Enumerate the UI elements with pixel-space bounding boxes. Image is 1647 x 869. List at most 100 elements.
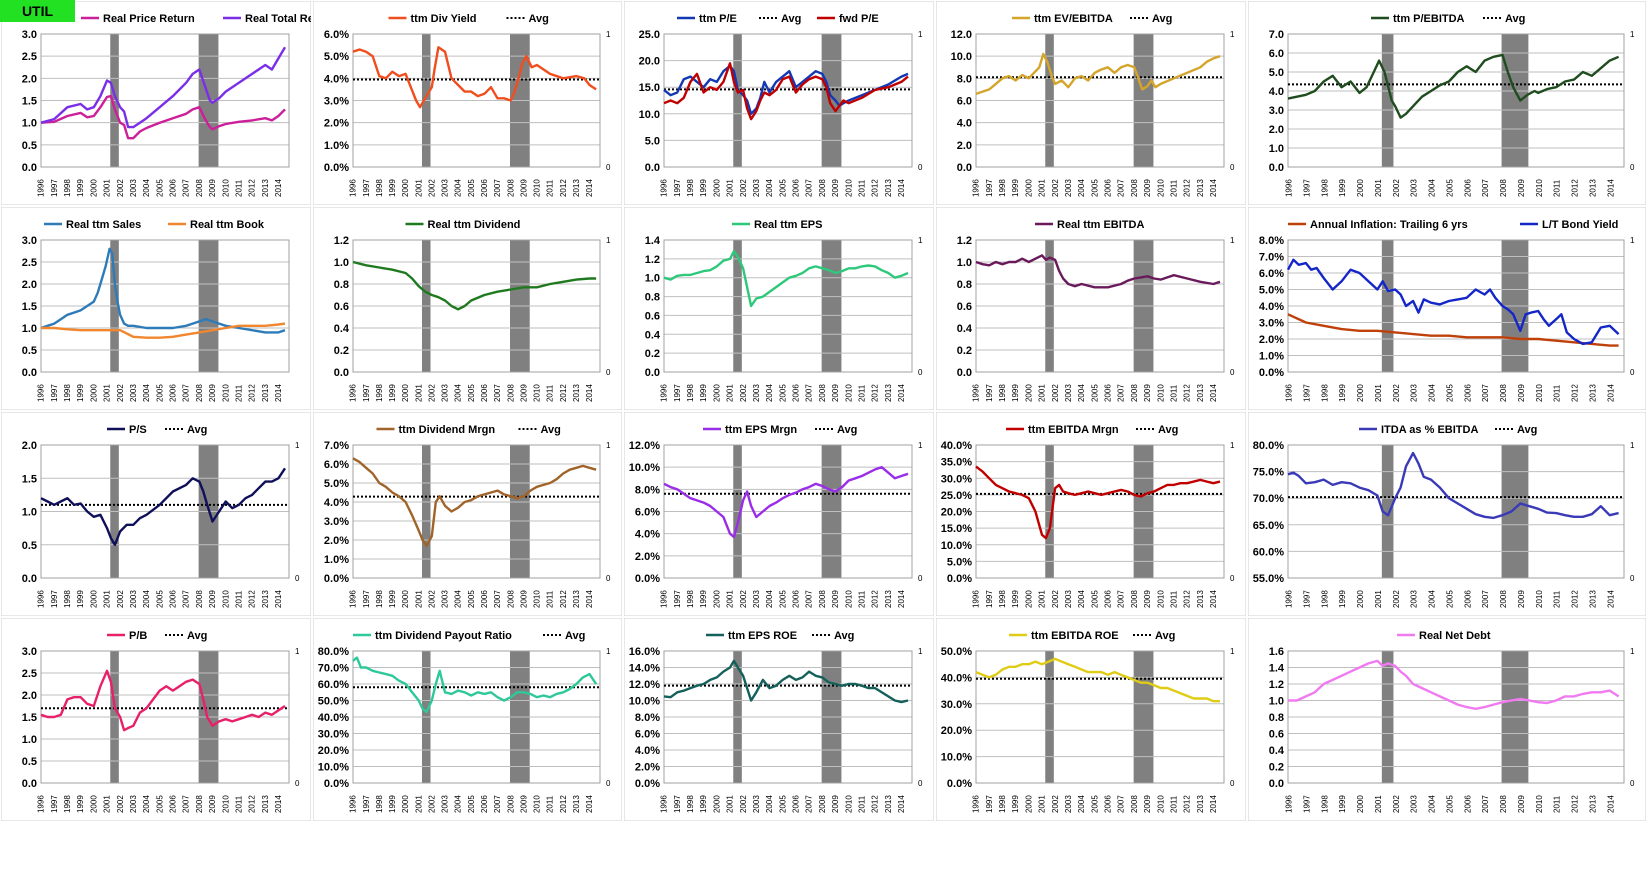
x-tick-label: 2012 bbox=[871, 384, 880, 402]
y-tick-label: 0.0% bbox=[324, 778, 349, 790]
x-tick-label: 2006 bbox=[480, 179, 489, 197]
x-tick-label: 2007 bbox=[182, 795, 191, 813]
y-tick-label: 2.5 bbox=[22, 51, 37, 63]
x-tick-label: 2000 bbox=[1356, 795, 1365, 813]
x-tick-label: 1996 bbox=[349, 179, 358, 197]
series-line bbox=[1287, 53, 1620, 119]
recession-band bbox=[1133, 651, 1154, 783]
x-tick-label: 1999 bbox=[76, 179, 85, 197]
legend-item: ttm P/E bbox=[677, 13, 737, 25]
x-tick-label: 2003 bbox=[1410, 179, 1419, 197]
x-tick-label: 2004 bbox=[765, 179, 774, 197]
series-line bbox=[663, 62, 909, 121]
x-tick-label: 2008 bbox=[1130, 179, 1139, 197]
x-tick-label: 2004 bbox=[454, 179, 463, 197]
x-tick-label: 1996 bbox=[660, 795, 669, 813]
x-tick-label: 2006 bbox=[1463, 590, 1472, 608]
recession-band bbox=[1501, 34, 1529, 167]
x-tick-label: 1997 bbox=[1302, 795, 1311, 813]
x-tick-label: 2008 bbox=[1499, 179, 1508, 197]
legend-label: Avg bbox=[1155, 630, 1175, 642]
x-tick-label: 2000 bbox=[89, 384, 98, 402]
x-tick-label: 2010 bbox=[1535, 795, 1544, 813]
x-tick-label: 2005 bbox=[1090, 590, 1099, 608]
x-tick-label: 1998 bbox=[375, 795, 384, 813]
plot-area-border bbox=[40, 33, 290, 168]
y-tick-label: 10.0% bbox=[318, 762, 349, 774]
x-tick-label: 2000 bbox=[401, 590, 410, 608]
chart-panel-20: 0.0 0.2 0.4 0.6 0.8 1.0 1.2 1.4 1.6 1 0 1996 1997 199… bbox=[1248, 618, 1646, 821]
right-axis-tick: 0 bbox=[606, 368, 611, 377]
y-tick-label: 30.0% bbox=[318, 729, 349, 741]
y-tick-label: 6.0 bbox=[1269, 48, 1284, 60]
x-tick-label: 1997 bbox=[362, 795, 371, 813]
x-tick-label: 2009 bbox=[1517, 590, 1526, 608]
x-tick-label: 2004 bbox=[454, 795, 463, 813]
x-tick-label: 2002 bbox=[739, 384, 748, 402]
x-tick-label: 2008 bbox=[1130, 384, 1139, 402]
right-axis-tick: 1 bbox=[918, 441, 923, 450]
x-tick-label: 2009 bbox=[208, 384, 217, 402]
right-axis-tick: 1 bbox=[295, 441, 300, 450]
legend-label: Avg bbox=[565, 630, 585, 642]
x-tick-label: 1998 bbox=[998, 590, 1007, 608]
chart-panel-10: 0.0% 1.0% 2.0% 3.0% 4.0% 5.0% 6.0% 7.0% 8.0% 1 0 19… bbox=[1248, 207, 1646, 410]
y-tick-label: 0.0% bbox=[635, 778, 660, 790]
plot-area-border bbox=[40, 444, 290, 579]
x-tick-label: 2004 bbox=[1428, 590, 1437, 608]
legend-label: Avg bbox=[187, 630, 207, 642]
chart-panel-4: 0.0 2.0 4.0 6.0 8.0 10.0 12.0 1 0 1996 1997 1998 199… bbox=[936, 1, 1246, 205]
y-tick-label: 0.0 bbox=[1269, 162, 1284, 174]
x-tick-label: 2014 bbox=[1209, 384, 1218, 402]
right-axis-tick: 0 bbox=[1230, 163, 1235, 172]
x-tick-label: 2003 bbox=[752, 179, 761, 197]
x-tick-label: 2014 bbox=[1209, 795, 1218, 813]
x-tick-label: 1999 bbox=[1338, 795, 1347, 813]
chart-panel-8: 0.0 0.2 0.4 0.6 0.8 1.0 1.2 1.4 1 0 1996 1997 1998 19… bbox=[624, 207, 934, 410]
x-tick-label: 2013 bbox=[572, 590, 581, 608]
y-tick-label: 10.0 bbox=[639, 109, 660, 121]
right-axis-tick: 1 bbox=[606, 647, 611, 656]
legend-label: Avg bbox=[837, 424, 857, 436]
x-tick-label: 2005 bbox=[778, 384, 787, 402]
x-tick-label: 1998 bbox=[63, 384, 72, 402]
x-tick-label: 2009 bbox=[1517, 179, 1526, 197]
x-tick-label: 2007 bbox=[805, 795, 814, 813]
x-tick-label: 1996 bbox=[972, 590, 981, 608]
y-tick-label: 0.0% bbox=[947, 573, 972, 585]
x-tick-label: 2001 bbox=[1038, 384, 1047, 402]
y-tick-label: 4.0% bbox=[324, 73, 349, 85]
x-tick-label: 2002 bbox=[427, 179, 436, 197]
y-tick-label: 3.0% bbox=[324, 96, 349, 108]
x-tick-label: 2000 bbox=[1024, 590, 1033, 608]
plot-area-border bbox=[1287, 33, 1625, 168]
x-tick-label: 1997 bbox=[673, 384, 682, 402]
y-tick-label: 7.0% bbox=[324, 440, 349, 452]
legend-item: Avg bbox=[1483, 13, 1525, 25]
x-tick-label: 2007 bbox=[182, 384, 191, 402]
chart-panel-15: 55.0% 60.0% 65.0% 70.0% 75.0% 80.0% 1 0 1996 1997… bbox=[1248, 412, 1646, 616]
y-tick-label: 0.6 bbox=[1269, 729, 1284, 741]
x-tick-label: 2007 bbox=[182, 179, 191, 197]
x-tick-label: 2013 bbox=[1588, 384, 1597, 402]
series-line bbox=[663, 659, 909, 704]
x-tick-label: 2008 bbox=[195, 179, 204, 197]
legend-label: ttm EBITDA ROE bbox=[1031, 630, 1119, 642]
y-tick-label: 0.8 bbox=[645, 292, 660, 304]
y-tick-label: 15.0 bbox=[639, 82, 660, 94]
y-tick-label: 4.0 bbox=[957, 118, 972, 130]
x-tick-label: 1996 bbox=[660, 384, 669, 402]
x-tick-label: 2012 bbox=[559, 590, 568, 608]
y-tick-label: 30.0% bbox=[941, 699, 972, 711]
recession-band bbox=[733, 34, 742, 167]
x-tick-label: 2006 bbox=[1104, 795, 1113, 813]
x-tick-label: 2009 bbox=[1143, 795, 1152, 813]
right-axis-tick: 1 bbox=[606, 236, 611, 245]
x-tick-label: 2012 bbox=[871, 179, 880, 197]
x-tick-label: 2005 bbox=[778, 179, 787, 197]
panel-frame bbox=[624, 1, 934, 205]
chart-panel-18: 0.0% 2.0% 4.0% 6.0% 8.0% 10.0% 12.0% 14.0% 16.0%… bbox=[624, 618, 934, 821]
x-tick-label: 1999 bbox=[76, 590, 85, 608]
x-tick-label: 2000 bbox=[89, 795, 98, 813]
x-tick-label: 1997 bbox=[362, 590, 371, 608]
